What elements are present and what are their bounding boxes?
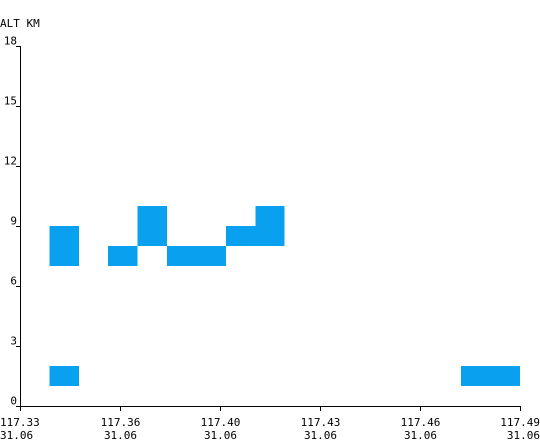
y-tick-label: 18	[4, 35, 17, 48]
x-tick-label-lat: 31.06	[0, 429, 33, 440]
x-tick-label-lon: 117.49	[500, 416, 540, 429]
y-tick-label: 12	[4, 155, 17, 168]
data-cell	[255, 206, 285, 226]
x-tick-label-lat: 31.06	[304, 429, 337, 440]
y-axis-label: ALT KM	[0, 17, 40, 30]
data-cell	[49, 246, 79, 266]
x-tick-label-lat: 31.06	[104, 429, 137, 440]
data-cell	[49, 366, 79, 386]
x-tick-label-lat: 31.06	[204, 429, 237, 440]
x-tick-label-lon: 117.40	[201, 416, 241, 429]
y-tick-label: 3	[10, 335, 17, 348]
y-tick-label: 15	[4, 95, 17, 108]
data-cells	[49, 206, 520, 386]
x-tick-label-lat: 31.06	[507, 429, 540, 440]
data-cell	[196, 246, 226, 266]
data-cell	[461, 366, 491, 386]
data-cell	[137, 226, 168, 246]
x-tick-label-lon: 117.46	[401, 416, 441, 429]
x-tick-label-lon: 117.33	[0, 416, 40, 429]
y-tick-label: 9	[10, 215, 17, 228]
y-tick-label: 0	[10, 395, 17, 408]
x-tick-label-lat: 31.06	[404, 429, 437, 440]
data-cell	[49, 226, 79, 246]
data-cell	[108, 246, 138, 266]
x-ticks: 117.3331.06117.3631.06117.4031.06117.433…	[0, 406, 540, 440]
data-cell	[225, 226, 256, 246]
data-cell	[490, 366, 520, 386]
y-ticks: 0 3 6 9 12 15 18	[4, 35, 21, 408]
x-tick-label-lon: 117.43	[301, 416, 341, 429]
x-tick-label-lon: 117.36	[101, 416, 141, 429]
y-tick-label: 6	[10, 275, 17, 288]
data-cell	[137, 206, 168, 226]
data-cell	[255, 226, 285, 246]
data-cell	[167, 246, 197, 266]
